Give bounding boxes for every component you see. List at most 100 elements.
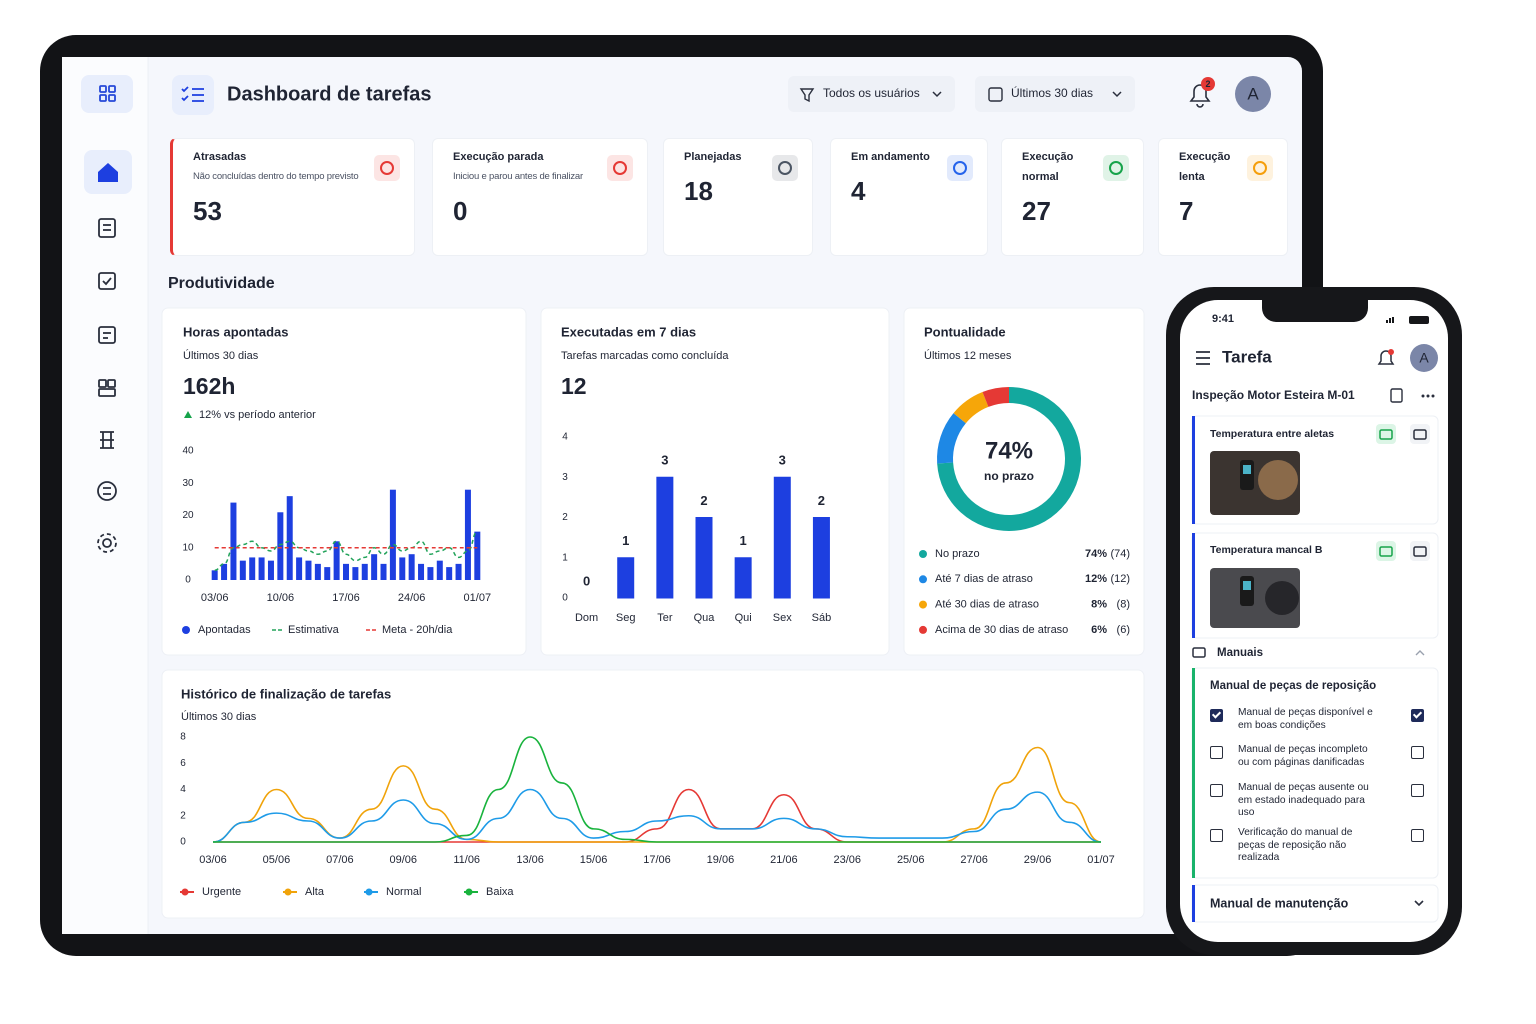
donut-center-label: 74%	[985, 437, 1033, 464]
chart-title: Executadas em 7 dias	[561, 324, 696, 339]
bell-icon[interactable]	[1189, 84, 1211, 108]
checkbox[interactable]	[1210, 829, 1223, 842]
y-tick-label: 0	[185, 575, 191, 586]
bar	[352, 567, 359, 580]
user-filter-button[interactable]	[788, 76, 955, 112]
x-tick-label: 29/06	[1024, 854, 1052, 866]
phone-title: Tarefa	[1222, 347, 1272, 366]
bar	[371, 554, 378, 580]
legend-count: (6)	[1117, 624, 1130, 636]
kpi-card: Execução parada Iniciou e parou antes de …	[432, 138, 648, 256]
x-tick-label: 10/06	[267, 592, 295, 604]
x-tick-label: 11/06	[453, 854, 480, 866]
avatar-letter: A	[1247, 84, 1259, 103]
legend-label: Baixa	[486, 886, 514, 898]
kpi-icon-ring	[1109, 161, 1123, 175]
x-tick-label: 17/06	[332, 592, 360, 604]
x-tick-label: Sex	[773, 612, 792, 624]
bar	[455, 563, 462, 580]
kpi-icon-ring	[1253, 161, 1267, 175]
bar	[314, 563, 321, 580]
status-icons	[1386, 316, 1429, 324]
y-tick-label: 4	[180, 784, 186, 795]
filter-icon	[799, 88, 815, 103]
y-tick-label: 0	[180, 837, 186, 848]
period-filter-button[interactable]	[975, 76, 1135, 112]
legend-label: Até 7 dias de atraso	[935, 573, 1033, 585]
phone-avatar[interactable]	[1410, 344, 1438, 372]
sidebar	[62, 57, 148, 934]
checkbox[interactable]	[1411, 709, 1424, 722]
donut-slice	[982, 387, 1009, 407]
chevron	[1112, 91, 1122, 98]
checkbox[interactable]	[1210, 709, 1223, 722]
x-tick-label: 01/07	[1087, 854, 1115, 866]
kpi-value: 7	[1179, 196, 1194, 226]
chart-title: Horas apontadas	[183, 324, 288, 339]
x-tick-label: Dom	[575, 612, 598, 624]
donut-slice	[953, 392, 989, 424]
calendar-icon	[988, 87, 1003, 102]
nav-icons[interactable]	[97, 218, 117, 553]
checkbox[interactable]	[1210, 784, 1223, 797]
more-icon[interactable]	[1421, 394, 1435, 398]
section-title: Produtividade	[168, 275, 275, 292]
legend-marker	[365, 888, 373, 896]
y-tick-label: 2	[180, 810, 186, 821]
phone-bell[interactable]	[1377, 350, 1395, 365]
x-tick-label: 09/06	[390, 854, 418, 866]
home-icon	[98, 163, 118, 182]
chart-subtitle: Últimos 30 dias	[183, 349, 259, 362]
menu-icon[interactable]	[1196, 351, 1210, 365]
bar	[239, 560, 246, 580]
kpi-icon	[772, 155, 798, 181]
x-tick-label: 07/06	[326, 854, 354, 866]
legend-label: Urgente	[202, 886, 241, 898]
y-tick-label: 20	[182, 510, 194, 521]
bar	[418, 563, 425, 580]
y-tick-label: 40	[182, 446, 194, 457]
bar	[812, 517, 830, 599]
bar	[380, 563, 387, 580]
bar	[399, 557, 406, 580]
phone-avatar-letter: A	[1419, 350, 1429, 366]
bar	[464, 489, 471, 580]
bar	[656, 476, 674, 599]
line	[212, 788, 1102, 843]
kpi-value: 18	[684, 176, 713, 206]
checklist-label: Manual de peças disponível e em boas con…	[1238, 707, 1373, 731]
user-filter[interactable]: Todos os usuários	[823, 86, 920, 100]
kpi-icon-ring	[613, 161, 627, 175]
clipboard-icon[interactable]	[1390, 388, 1403, 403]
bar	[249, 557, 256, 580]
chart-subtitle: Últimos 30 dias	[181, 710, 257, 723]
kpi-value: 27	[1022, 196, 1051, 226]
period-filter[interactable]: Últimos 30 dias	[1011, 85, 1093, 100]
avatar[interactable]	[1235, 76, 1271, 112]
legend-marker	[919, 575, 927, 584]
x-tick-label: 15/06	[580, 854, 608, 866]
y-tick-label: 0	[562, 593, 568, 604]
y-tick-label: 2	[562, 512, 568, 523]
change-arrow	[184, 411, 192, 418]
kpi-subtitle: Iniciou e parou antes de finalizar	[453, 171, 583, 182]
bar	[221, 563, 228, 580]
bar	[305, 560, 312, 580]
checkbox[interactable]	[1411, 784, 1424, 797]
y-tick-label: 30	[182, 478, 194, 489]
y-tick-label: 1	[562, 552, 568, 563]
bar	[333, 541, 340, 580]
logo-icon	[99, 85, 116, 102]
kpi-title: Execução parada	[453, 151, 544, 163]
checkbox[interactable]	[1411, 829, 1424, 842]
legend-marker	[919, 625, 927, 634]
legend-value: 8%	[1091, 599, 1107, 611]
y-tick-label: 10	[182, 542, 194, 553]
checkbox[interactable]	[1411, 746, 1424, 759]
legend-count: (12)	[1110, 573, 1130, 585]
chart-title: Pontualidade	[924, 324, 1006, 339]
checkbox[interactable]	[1210, 746, 1223, 759]
bar	[211, 570, 218, 580]
